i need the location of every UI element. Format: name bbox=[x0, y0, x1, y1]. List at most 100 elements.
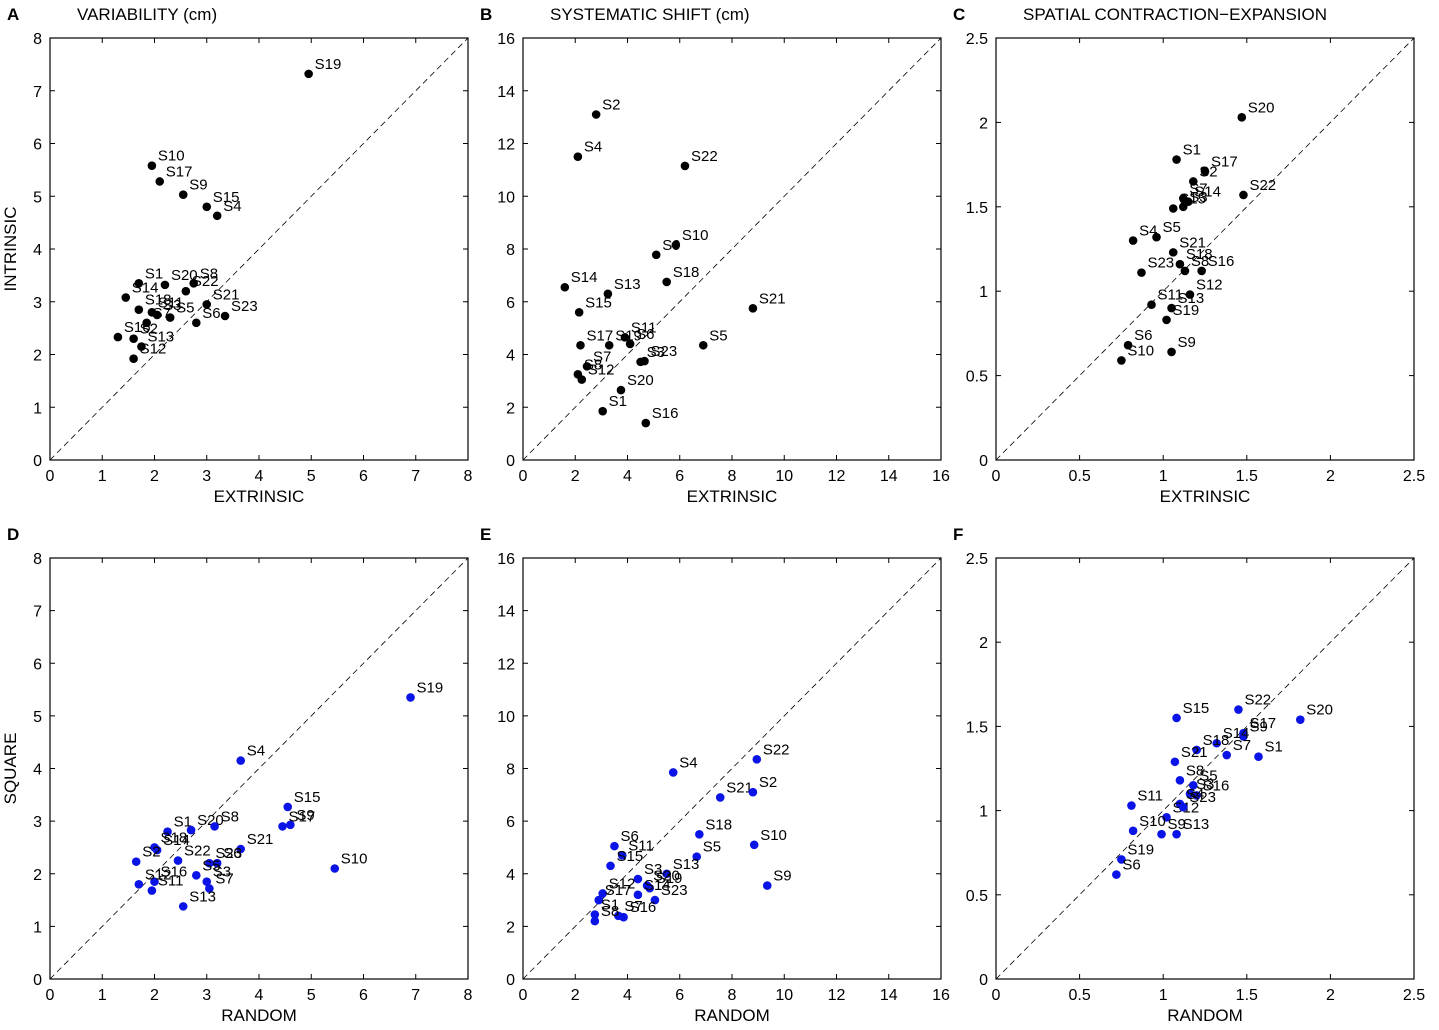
y-tick-label: 7 bbox=[33, 84, 42, 101]
data-point-s7 bbox=[582, 362, 592, 371]
data-point-s14 bbox=[633, 890, 643, 900]
y-tick-label: 12 bbox=[497, 656, 515, 673]
point-label: S13 bbox=[1183, 816, 1210, 833]
data-point-s23 bbox=[205, 858, 214, 868]
data-point-s20 bbox=[186, 825, 196, 835]
point-label: S17 bbox=[586, 327, 613, 344]
point-label: S23 bbox=[1189, 789, 1216, 806]
panel-b: B SYSTEMATIC SHIFT (cm) 0 2 4 6 8 10 12 14 16 0 2 4 6 8… bbox=[480, 5, 950, 506]
data-point-s7 bbox=[205, 884, 214, 893]
data-point-s9 bbox=[651, 250, 661, 260]
y-tick-label: 2.5 bbox=[966, 31, 988, 48]
y-tick-label: 5 bbox=[33, 709, 42, 726]
data-point-s7 bbox=[142, 318, 151, 328]
point-label: S20 bbox=[171, 267, 198, 284]
data-point-s7 bbox=[1222, 750, 1232, 760]
point-label: S22 bbox=[1249, 177, 1276, 194]
x-tick-label: 16 bbox=[932, 987, 950, 1004]
y-tick-label: 0 bbox=[33, 972, 42, 989]
data-point-s16 bbox=[619, 912, 628, 922]
identity-line bbox=[49, 37, 469, 461]
y-tick-label: 3 bbox=[33, 814, 42, 831]
y-tick-label: 1 bbox=[33, 400, 42, 417]
point-label: S1 bbox=[609, 393, 627, 410]
x-tick-label: 1 bbox=[98, 468, 107, 485]
point-label: S18 bbox=[705, 816, 732, 833]
panel-title: SYSTEMATIC SHIFT (cm) bbox=[550, 5, 750, 24]
data-point-s15 bbox=[606, 861, 615, 871]
panel-letter: C bbox=[953, 5, 965, 24]
data-point-s10 bbox=[671, 240, 681, 250]
data-point-s18 bbox=[134, 305, 144, 314]
x-tick-label: 7 bbox=[411, 468, 420, 485]
point-label: S21 bbox=[1181, 744, 1208, 761]
point-label: S12 bbox=[609, 875, 636, 892]
data-point-s20 bbox=[1237, 113, 1247, 122]
y-tick-label: 14 bbox=[497, 604, 515, 621]
data-point-s21 bbox=[715, 793, 725, 802]
point-label: S2 bbox=[759, 774, 777, 791]
panel-title: VARIABILITY (cm) bbox=[77, 5, 217, 24]
data-point-s14 bbox=[121, 293, 131, 302]
point-label: S3 bbox=[1196, 776, 1214, 793]
data-point-s2 bbox=[129, 334, 138, 343]
x-tick-label: 6 bbox=[359, 468, 368, 485]
data-point-s8 bbox=[590, 916, 600, 926]
point-label: S7 bbox=[624, 898, 642, 915]
data-point-s3 bbox=[636, 357, 645, 367]
x-tick-label: 5 bbox=[307, 987, 316, 1004]
y-tick-label: 1 bbox=[33, 919, 42, 936]
point-label: S2 bbox=[1199, 163, 1217, 180]
point-label: S15 bbox=[1183, 700, 1210, 717]
identity-line bbox=[995, 557, 1415, 980]
data-point-s18 bbox=[662, 277, 671, 287]
data-point-s10 bbox=[1117, 356, 1126, 365]
data-point-s12 bbox=[1162, 813, 1171, 822]
point-label: S16 bbox=[652, 405, 679, 422]
y-tick-label: 1.5 bbox=[966, 719, 988, 736]
point-label: S7 bbox=[593, 348, 611, 365]
x-tick-label: 14 bbox=[880, 468, 898, 485]
x-tick-label: 8 bbox=[728, 468, 737, 485]
point-label: S7 bbox=[1189, 180, 1207, 197]
y-tick-label: 2 bbox=[506, 400, 515, 417]
data-point-s22 bbox=[1239, 190, 1248, 200]
data-point-s17 bbox=[594, 895, 604, 905]
x-tick-label: 1.5 bbox=[1236, 468, 1258, 485]
y-tick-label: 4 bbox=[506, 867, 515, 884]
y-tick-label: 12 bbox=[497, 137, 515, 154]
x-tick-label: 5 bbox=[307, 468, 316, 485]
point-label: S6 bbox=[202, 305, 220, 322]
data-point-s6 bbox=[212, 858, 222, 868]
point-label: S16 bbox=[124, 319, 151, 336]
point-label: S11 bbox=[158, 294, 184, 311]
point-label: S6 bbox=[636, 326, 654, 343]
data-point-s9 bbox=[1239, 732, 1248, 741]
point-label: S14 bbox=[163, 832, 190, 849]
x-tick-label: 3 bbox=[202, 987, 211, 1004]
y-tick-label: 0 bbox=[979, 972, 988, 989]
data-point-s21 bbox=[1170, 757, 1180, 767]
point-label: S11 bbox=[1137, 788, 1163, 805]
y-tick-label: 3 bbox=[33, 295, 42, 312]
data-point-s8 bbox=[1180, 266, 1190, 276]
y-tick-label: 8 bbox=[506, 242, 515, 259]
x-tick-label: 6 bbox=[359, 987, 368, 1004]
point-label: S18 bbox=[145, 292, 172, 309]
data-point-s11 bbox=[147, 886, 157, 895]
point-label: S10 bbox=[1139, 813, 1166, 830]
point-label: S15 bbox=[1179, 190, 1206, 207]
panel-d: D0 1 2 3 4 5 6 7 8012345678RANDOMSQUARES19S4S15S… bbox=[1, 525, 473, 1025]
y-tick-label: 1.5 bbox=[966, 200, 988, 217]
data-point-s17 bbox=[1200, 167, 1210, 176]
y-tick-label: 6 bbox=[506, 814, 515, 831]
data-point-s18 bbox=[1175, 259, 1185, 269]
data-point-s22 bbox=[752, 754, 762, 764]
point-label: S9 bbox=[189, 177, 207, 194]
data-point-s19 bbox=[304, 69, 313, 79]
x-tick-label: 0.5 bbox=[1068, 468, 1090, 485]
point-label: S15 bbox=[585, 294, 612, 311]
point-label: S5 bbox=[176, 300, 194, 317]
point-label: S10 bbox=[158, 148, 185, 165]
data-point-s21 bbox=[236, 844, 246, 854]
